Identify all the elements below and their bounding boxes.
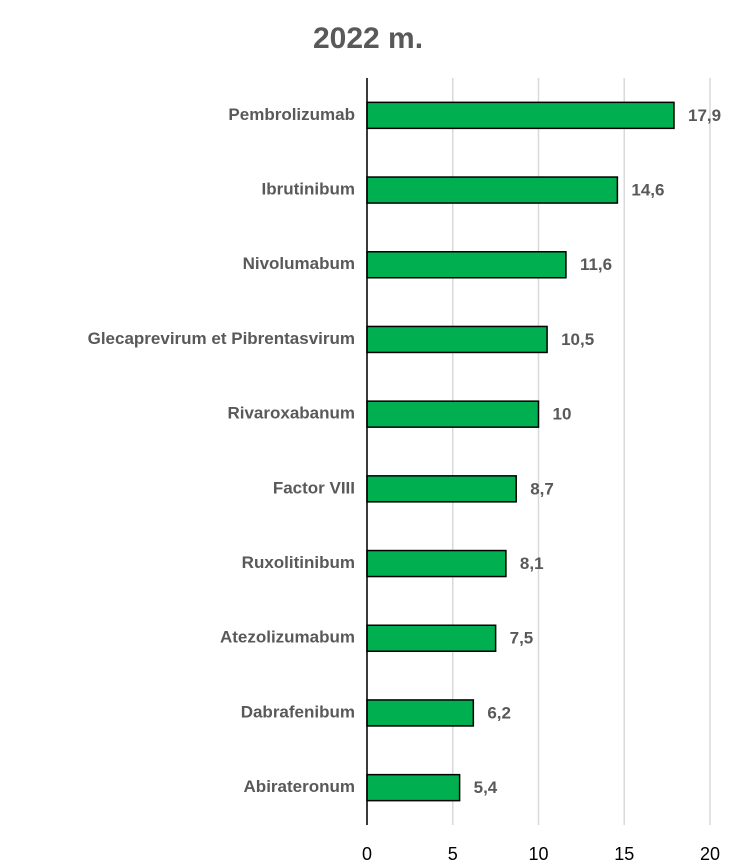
y-tick-label: Dabrafenibum (241, 702, 355, 721)
data-label: 8,7 (530, 479, 554, 498)
bar (366, 400, 540, 428)
y-tick-label: Nivolumabum (243, 254, 355, 273)
y-tick-label: Atezolizumabum (220, 628, 355, 647)
x-tick-label: 15 (614, 844, 634, 864)
data-label: 11,6 (580, 255, 612, 274)
y-tick-label: Factor VIII (273, 478, 355, 497)
bar (366, 101, 675, 130)
bar (366, 475, 517, 503)
y-tick-label: Ibrutinibum (262, 180, 355, 199)
bar (366, 624, 497, 652)
data-label: 10,5 (561, 330, 594, 349)
bar (366, 251, 567, 279)
data-label: 7,5 (510, 629, 534, 648)
data-label: 6,2 (487, 703, 511, 722)
bar (366, 699, 475, 727)
data-label: 14,6 (631, 181, 664, 200)
data-label: 8,1 (520, 554, 544, 573)
x-tick-label: 5 (448, 844, 458, 864)
y-tick-label: Abirateronum (244, 777, 355, 796)
x-tick-label: 20 (700, 844, 720, 864)
y-tick-label: Rivaroxabanum (227, 404, 355, 423)
data-label: 5,4 (474, 778, 498, 797)
x-tick-label: 10 (528, 844, 548, 864)
bar (366, 325, 548, 354)
y-tick-label: Glecaprevirum et Pibrentasvirum (88, 329, 355, 348)
x-tick-label: 0 (362, 844, 372, 864)
y-tick-label: Ruxolitinibum (242, 553, 355, 572)
chart-title: 2022 m. (313, 22, 423, 55)
data-label: 17,9 (688, 106, 721, 125)
y-tick-label: Pembrolizumab (228, 105, 355, 124)
bar (366, 773, 461, 802)
bar (366, 176, 619, 204)
bar (366, 549, 507, 578)
data-label: 10 (553, 405, 572, 424)
